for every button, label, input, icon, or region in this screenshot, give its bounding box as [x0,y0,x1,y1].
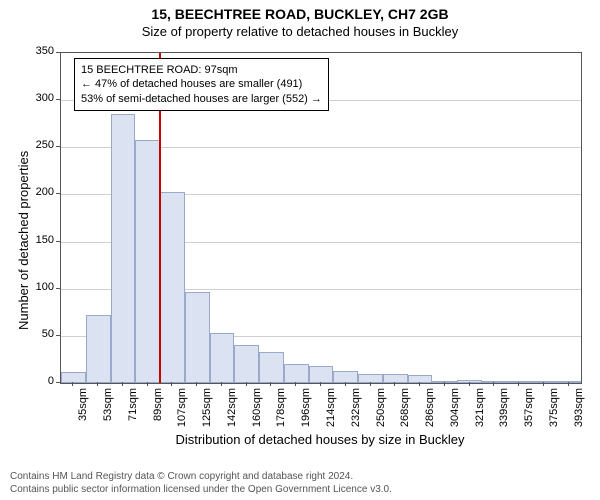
x-tick-label: 53sqm [102,388,114,433]
y-tick-label: 350 [24,45,54,57]
x-tick-label: 35sqm [77,388,89,433]
x-axis-label: Distribution of detached houses by size … [60,432,580,447]
y-tick-mark [56,288,60,289]
x-tick-mark [568,382,569,386]
y-tick-mark [56,193,60,194]
y-tick-mark [56,382,60,383]
x-tick-mark [72,382,73,386]
x-tick-label: 393sqm [573,388,585,433]
histogram-bar [210,333,235,383]
histogram-bar [309,366,334,383]
x-tick-mark [196,382,197,386]
x-tick-label: 71sqm [127,388,139,433]
x-tick-label: 214sqm [325,388,337,433]
annotation-box: 15 BEECHTREE ROAD: 97sqm← 47% of detache… [74,58,329,111]
x-tick-mark [320,382,321,386]
x-tick-mark [345,382,346,386]
x-tick-mark [295,382,296,386]
x-tick-label: 357sqm [523,388,535,433]
histogram-bar [457,380,482,383]
x-tick-mark [171,382,172,386]
x-tick-mark [469,382,470,386]
histogram-bar [61,372,86,383]
footer-line-1: Contains HM Land Registry data © Crown c… [10,470,392,483]
x-tick-label: 142sqm [226,388,238,433]
y-tick-label: 100 [24,281,54,293]
histogram-bar [284,364,309,383]
x-tick-label: 107sqm [176,388,188,433]
annotation-line: ← 47% of detached houses are smaller (49… [81,77,322,91]
x-tick-mark [270,382,271,386]
x-tick-label: 232sqm [350,388,362,433]
x-tick-mark [246,382,247,386]
x-tick-label: 250sqm [375,388,387,433]
x-tick-mark [419,382,420,386]
histogram-bar [234,345,259,383]
x-tick-label: 89sqm [152,388,164,433]
x-tick-mark [97,382,98,386]
y-tick-label: 50 [24,328,54,340]
y-tick-mark [56,146,60,147]
x-tick-label: 196sqm [300,388,312,433]
histogram-bar [432,381,457,383]
x-tick-mark [122,382,123,386]
chart-subtitle: Size of property relative to detached ho… [0,22,600,39]
histogram-bar [333,371,358,383]
x-tick-mark [147,382,148,386]
y-tick-label: 200 [24,186,54,198]
histogram-bar [531,381,556,383]
x-tick-mark [394,382,395,386]
x-tick-label: 304sqm [449,388,461,433]
y-tick-mark [56,335,60,336]
histogram-bar [160,192,185,383]
y-tick-label: 0 [24,375,54,387]
x-tick-mark [370,382,371,386]
x-tick-mark [493,382,494,386]
footer-line-2: Contains public sector information licen… [10,483,392,496]
x-tick-mark [444,382,445,386]
y-tick-mark [56,241,60,242]
x-tick-mark [518,382,519,386]
x-tick-label: 268sqm [399,388,411,433]
histogram-bar [185,292,210,383]
histogram-bar [111,114,136,383]
histogram-bar [135,140,160,383]
histogram-bar [358,374,383,383]
chart-container: 15, BEECHTREE ROAD, BUCKLEY, CH7 2GB Siz… [0,0,600,500]
x-tick-label: 178sqm [275,388,287,433]
histogram-bar [259,352,284,383]
x-tick-label: 160sqm [251,388,263,433]
annotation-line: 15 BEECHTREE ROAD: 97sqm [81,63,322,77]
x-tick-label: 321sqm [474,388,486,433]
footer-attribution: Contains HM Land Registry data © Crown c… [10,470,392,496]
y-tick-label: 150 [24,234,54,246]
y-tick-mark [56,52,60,53]
x-tick-label: 339sqm [498,388,510,433]
x-tick-mark [543,382,544,386]
y-tick-label: 300 [24,92,54,104]
x-tick-mark [221,382,222,386]
x-tick-label: 125sqm [201,388,213,433]
chart-title: 15, BEECHTREE ROAD, BUCKLEY, CH7 2GB [0,0,600,22]
y-tick-mark [56,99,60,100]
histogram-bar [86,315,111,383]
y-tick-label: 250 [24,139,54,151]
x-tick-label: 286sqm [424,388,436,433]
x-tick-label: 375sqm [548,388,560,433]
histogram-bar [556,381,581,383]
annotation-line: 53% of semi-detached houses are larger (… [81,92,322,106]
